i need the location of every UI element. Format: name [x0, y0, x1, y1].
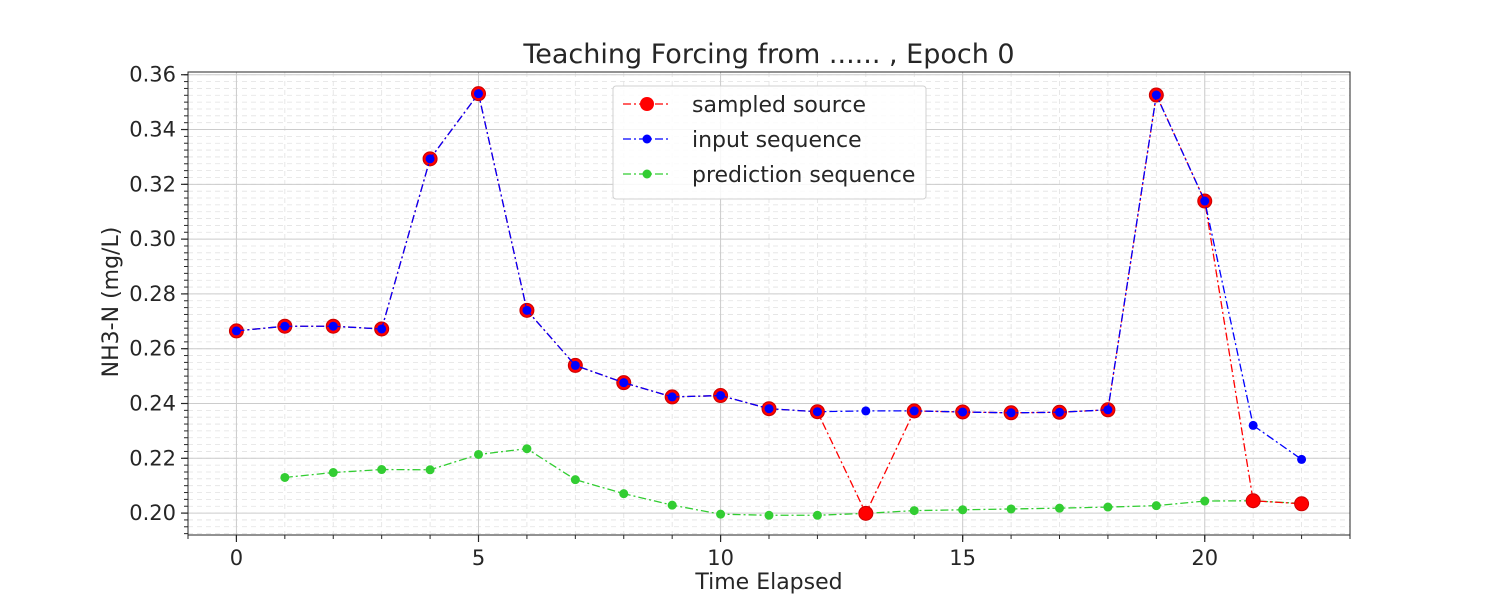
- data-point: [861, 406, 871, 416]
- legend-marker: [642, 134, 652, 144]
- data-point: [909, 506, 919, 516]
- data-point: [570, 475, 580, 485]
- legend-marker: [642, 169, 652, 179]
- data-point: [1151, 501, 1161, 511]
- data-point: [958, 505, 968, 515]
- data-point: [1294, 496, 1310, 512]
- data-point: [522, 305, 532, 315]
- x-tick-label: 20: [1191, 546, 1218, 570]
- chart-title: Teaching Forcing from ...... , Epoch 0: [522, 39, 1014, 70]
- legend: sampled source input sequence prediction s…: [612, 85, 927, 200]
- data-point: [1103, 405, 1113, 415]
- x-tick-label: 15: [949, 546, 976, 570]
- data-point: [1006, 408, 1016, 418]
- legend-box: [612, 85, 927, 200]
- data-point: [328, 321, 338, 331]
- data-point: [716, 391, 726, 401]
- y-tick-label: 0.34: [129, 118, 176, 142]
- x-tick-label: 0: [230, 546, 243, 570]
- data-point: [909, 406, 919, 416]
- series-input-sequence: [231, 89, 1307, 464]
- y-tick-label: 0.22: [129, 446, 176, 470]
- data-point: [425, 154, 435, 164]
- x-tick-label: 10: [707, 546, 734, 570]
- data-point: [858, 505, 874, 521]
- data-point: [812, 510, 822, 520]
- data-point: [812, 407, 822, 417]
- legend-label: prediction sequence: [692, 163, 915, 188]
- y-tick-label: 0.26: [129, 337, 176, 361]
- data-point: [1248, 420, 1258, 430]
- legend-marker: [640, 97, 654, 111]
- data-point: [522, 444, 532, 454]
- data-point: [619, 489, 629, 499]
- data-point: [328, 468, 338, 478]
- data-point: [280, 321, 290, 331]
- data-point: [377, 324, 387, 334]
- axis-ticks: 0 5 10 15 20 0.20 0.22 0.24 0.26 0.28 0.30 0.32 0.34…: [129, 63, 1351, 570]
- y-tick-label: 0.36: [129, 63, 176, 87]
- data-point: [425, 465, 435, 475]
- y-tick-label: 0.30: [129, 227, 176, 251]
- plot-series: [228, 86, 1310, 521]
- data-point: [1297, 454, 1307, 464]
- data-point: [764, 404, 774, 414]
- data-point: [570, 360, 580, 370]
- data-point: [1245, 493, 1261, 509]
- data-point: [1200, 196, 1210, 206]
- data-point: [377, 465, 387, 475]
- data-point: [1151, 90, 1161, 100]
- data-point: [619, 378, 629, 388]
- data-point: [1055, 407, 1064, 417]
- data-point: [667, 500, 677, 510]
- y-tick-label: 0.20: [129, 501, 176, 525]
- data-point: [1055, 503, 1064, 513]
- legend-label: input sequence: [692, 128, 862, 153]
- data-point: [667, 392, 677, 402]
- data-point: [474, 449, 483, 459]
- data-point: [958, 407, 968, 417]
- data-point: [1200, 496, 1210, 506]
- data-point: [231, 326, 241, 336]
- data-point: [280, 472, 290, 482]
- y-tick-label: 0.28: [129, 282, 176, 306]
- series-line: [284, 448, 1302, 516]
- data-point: [474, 89, 483, 99]
- data-point: [1006, 504, 1016, 514]
- data-point: [716, 509, 726, 519]
- data-point: [1103, 502, 1113, 512]
- y-tick-label: 0.24: [129, 391, 176, 415]
- x-axis-label: Time Elapsed: [694, 570, 842, 595]
- y-axis-label: NH3-N (mg/L): [99, 227, 124, 378]
- x-tick-label: 5: [472, 546, 485, 570]
- series-prediction-sequence: [280, 444, 1307, 520]
- data-point: [764, 510, 774, 520]
- legend-label: sampled source: [692, 93, 866, 118]
- y-tick-label: 0.32: [129, 172, 176, 196]
